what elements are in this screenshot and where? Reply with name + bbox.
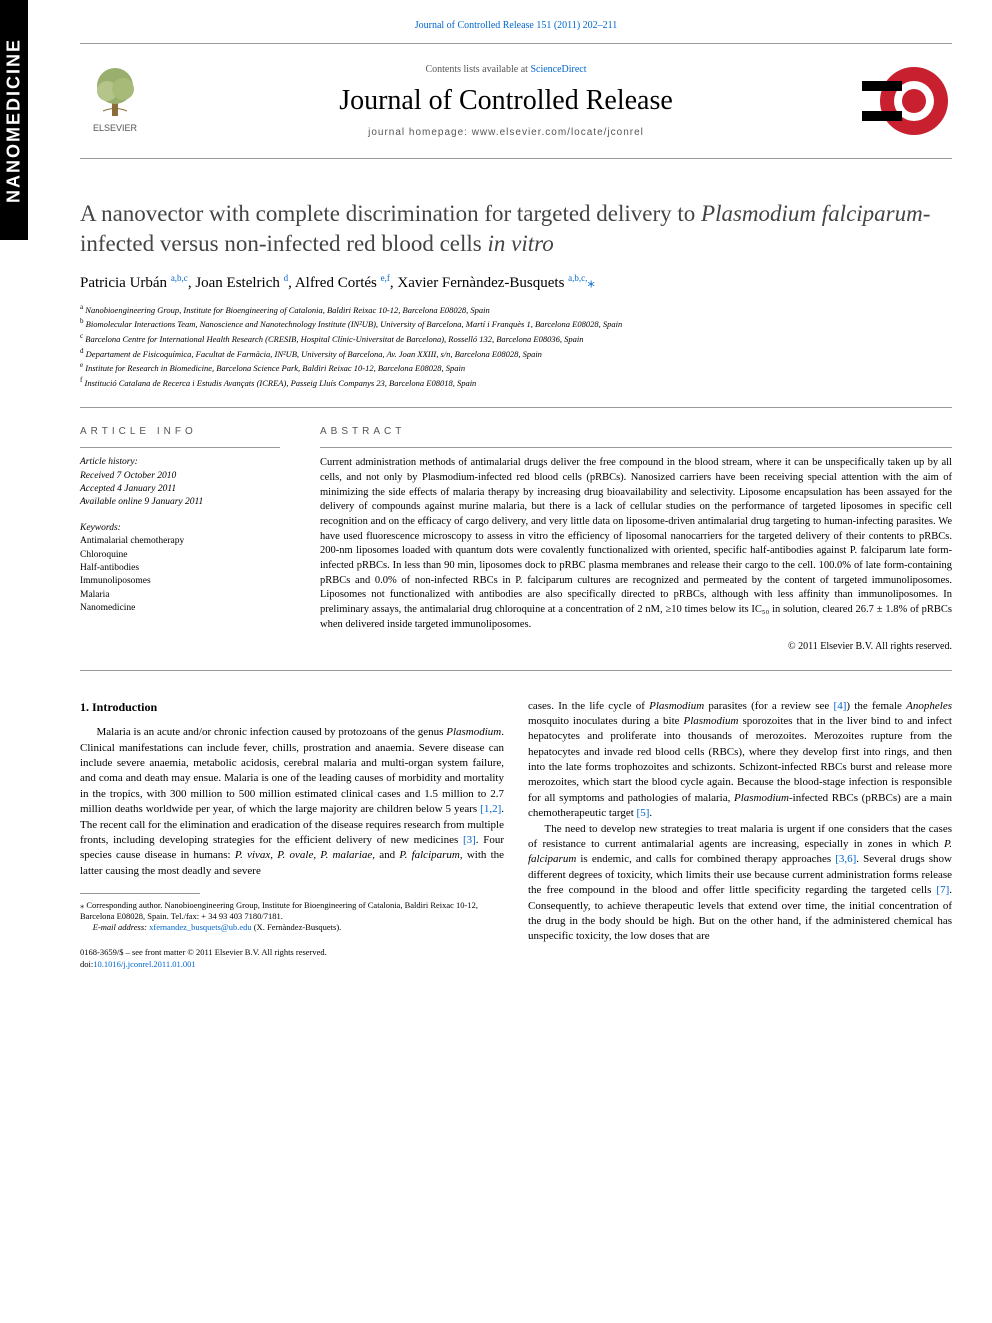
text: The need to develop new strategies to tr… [528,823,952,850]
affiliation-list: a Nanobioengineering Group, Institute fo… [80,302,952,389]
article-info-column: ARTICLE INFO Article history: Received 7… [80,426,280,651]
copyright-line: © 2011 Elsevier B.V. All rights reserved… [320,641,952,652]
ref-link[interactable]: [5] [637,807,650,819]
elsevier-logo: ELSEVIER [80,61,150,141]
affiliation: f Institució Catalana de Recerca i Estud… [80,375,952,390]
email-suffix: (X. Fernàndez-Busquets). [252,922,342,932]
issue-citation: Journal of Controlled Release 151 (2011)… [80,20,952,31]
genus: Plasmodium [446,726,501,738]
affiliation: a Nanobioengineering Group, Institute fo… [80,302,952,317]
species: P. falciparum [399,849,460,861]
title-block: A nanovector with complete discriminatio… [80,199,952,389]
affiliation: c Barcelona Centre for International Hea… [80,331,952,346]
journal-homepage: journal homepage: www.elsevier.com/locat… [150,127,862,138]
email-link[interactable]: xfernandez_busquets@ub.edu [149,922,251,932]
keyword: Nanomedicine [80,602,280,615]
article-title: A nanovector with complete discriminatio… [80,199,952,259]
text: parasites (for a review see [704,700,833,712]
abstract-divider [320,447,952,448]
intro-heading: 1. Introduction [80,699,504,716]
genus: Plasmodium [649,700,704,712]
keyword: Immunoliposomes [80,575,280,588]
text: cases. In the life cycle of [528,700,649,712]
intro-paragraph-2: The need to develop new strategies to tr… [528,822,952,945]
issn-line: 0168-3659/$ – see front matter © 2011 El… [80,947,504,959]
header-center: Contents lists available at ScienceDirec… [150,64,862,138]
author: Joan Estelrich d [195,275,288,291]
genus: Plasmodium [683,715,738,727]
affiliation: b Biomolecular Interactions Team, Nanosc… [80,316,952,331]
left-column: 1. Introduction Malaria is an acute and/… [80,699,504,972]
genus: Plasmodium [734,792,789,804]
footnote-divider [80,893,200,894]
keyword: Half-antibodies [80,562,280,575]
genus: Anopheles [906,700,952,712]
text: , and [372,849,399,861]
doi-link[interactable]: 10.1016/j.jconrel.2011.01.001 [93,959,195,969]
keyword: Malaria [80,589,280,602]
article-history: Article history: Received 7 October 2010… [80,456,280,509]
text: . [649,807,652,819]
history-header: Article history: [80,456,280,469]
ref-link[interactable]: [1,2] [480,803,501,815]
author-list: Patricia Urbán a,b,c, Joan Estelrich d, … [80,273,952,292]
right-column: cases. In the life cycle of Plasmodium p… [528,699,952,972]
history-online: Available online 9 January 2011 [80,496,280,509]
text: sporozoites that in the liver bind to an… [528,715,952,804]
intro-paragraph-1: Malaria is an acute and/or chronic infec… [80,725,504,879]
abstract-column: ABSTRACT Current administration methods … [320,426,952,651]
affiliation: e Institute for Research in Biomedicine,… [80,360,952,375]
divider [80,670,952,671]
title-emphasis-1: Plasmodium falciparum [701,201,923,226]
keywords-header: Keywords: [80,523,280,533]
text: . Clinical manifestations can include fe… [80,726,504,815]
keywords-list: Antimalarial chemotherapyChloroquineHalf… [80,535,280,615]
abstract-label: ABSTRACT [320,426,952,437]
journal-name: Journal of Controlled Release [150,85,862,117]
author: Alfred Cortés e,f [295,275,390,291]
ref-link[interactable]: [7] [936,884,949,896]
text: Malaria is an acute and/or chronic infec… [97,726,447,738]
intro-paragraph-1-cont: cases. In the life cycle of Plasmodium p… [528,699,952,822]
text: mosquito inoculates during a bite [528,715,683,727]
ref-link[interactable]: [4] [834,700,847,712]
keyword: Chloroquine [80,549,280,562]
title-part-1: A nanovector with complete discriminatio… [80,201,701,226]
species: P. vivax, P. ovale, P. malariae [235,849,372,861]
doi-label: doi: [80,959,93,969]
keyword: Antimalarial chemotherapy [80,535,280,548]
abstract-text: Current administration methods of antima… [320,456,952,632]
text: is endemic, and calls for combined thera… [576,853,835,865]
contents-available: Contents lists available at ScienceDirec… [150,64,862,75]
contents-prefix: Contents lists available at [425,64,530,75]
info-divider [80,447,280,448]
email-label: E-mail address: [93,922,149,932]
author: Xavier Fernàndez-Busquets a,b,c,⁎ [397,275,595,291]
doi-line: doi:10.1016/j.jconrel.2011.01.001 [80,959,504,971]
elsevier-label: ELSEVIER [93,123,137,133]
body-columns: 1. Introduction Malaria is an acute and/… [80,699,952,972]
journal-header: ELSEVIER Contents lists available at Sci… [80,43,952,159]
info-columns: ARTICLE INFO Article history: Received 7… [80,426,952,651]
corresponding-author-footnote: ⁎ Corresponding author. Nanobioengineeri… [80,900,504,922]
email-footnote: E-mail address: xfernandez_busquets@ub.e… [80,922,504,933]
page-content: Journal of Controlled Release 151 (2011)… [40,0,992,1011]
sciencedirect-link[interactable]: ScienceDirect [530,64,586,75]
elsevier-tree-icon [85,61,145,121]
title-emphasis-2: in vitro [487,231,553,256]
journal-logo-icon [862,56,952,146]
text: ) the female [846,700,906,712]
footnote-text: Corresponding author. Nanobioengineering… [80,900,478,921]
history-accepted: Accepted 4 January 2011 [80,483,280,496]
affiliation: d Departament de Fisicoquímica, Facultat… [80,346,952,361]
ref-link[interactable]: [3,6] [835,853,856,865]
side-tab: NANOMEDICINE [0,0,28,240]
author: Patricia Urbán a,b,c [80,275,188,291]
ref-link[interactable]: [3] [463,834,476,846]
article-info-label: ARTICLE INFO [80,426,280,437]
history-received: Received 7 October 2010 [80,470,280,483]
divider [80,407,952,408]
